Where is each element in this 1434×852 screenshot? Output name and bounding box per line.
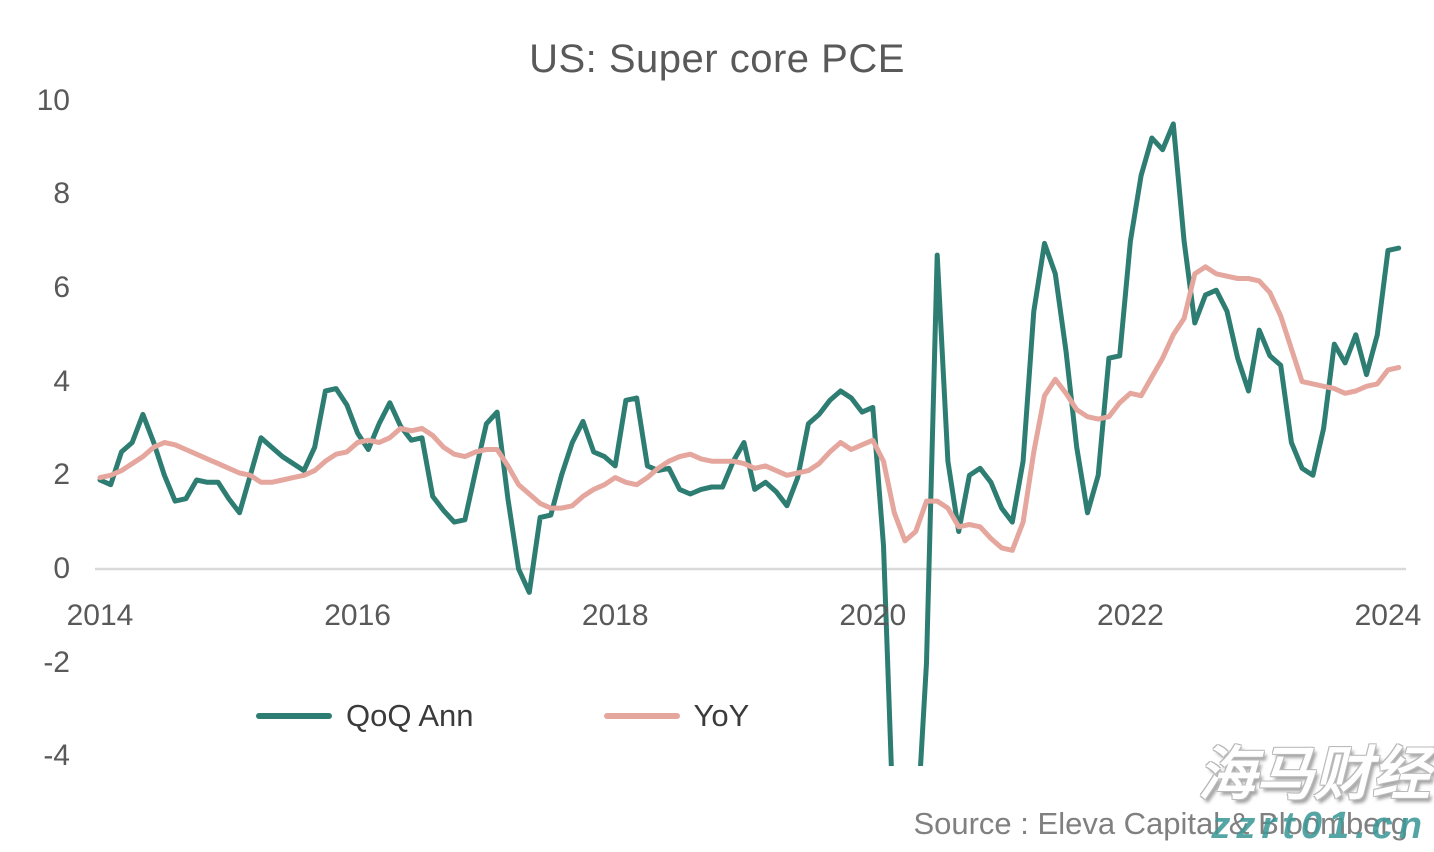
x-tick-label-2020: 2020 xyxy=(839,599,907,632)
legend-item-qoq-ann: QoQ Ann xyxy=(256,698,474,734)
y-tick-label--4: -4 xyxy=(43,739,70,773)
x-tick-label-2014: 2014 xyxy=(66,599,134,632)
legend: QoQ Ann YoY xyxy=(256,697,749,735)
y-tick-label-8: 8 xyxy=(53,177,70,211)
yoy-line-swatch xyxy=(603,713,680,719)
series-line-qoq-ann xyxy=(97,121,1402,766)
qoq-ann-line-swatch xyxy=(256,713,332,719)
chart-title: US: Super core PCE xyxy=(529,37,905,81)
series-line-yoy xyxy=(97,264,1402,553)
source-attribution: Source : Eleva Capital & Bloomberg xyxy=(913,806,1408,841)
y-tick-label-2: 2 xyxy=(53,458,70,492)
yoy-legend-label: YoY xyxy=(693,698,750,733)
y-tick-label-6: 6 xyxy=(53,270,70,304)
x-tick-label-2016: 2016 xyxy=(324,599,391,632)
qoq-ann-legend-label: QoQ Ann xyxy=(346,698,474,733)
x-tick-label-2024: 2024 xyxy=(1354,599,1422,632)
y-tick-label-4: 4 xyxy=(53,364,70,398)
y-tick-label-10: 10 xyxy=(36,83,70,117)
y-tick-label--2: -2 xyxy=(43,645,70,679)
y-tick-label-0: 0 xyxy=(53,552,70,585)
x-tick-label-2018: 2018 xyxy=(581,599,649,632)
x-tick-label-2022: 2022 xyxy=(1097,599,1164,632)
legend-item-yoy: YoY xyxy=(603,698,750,734)
